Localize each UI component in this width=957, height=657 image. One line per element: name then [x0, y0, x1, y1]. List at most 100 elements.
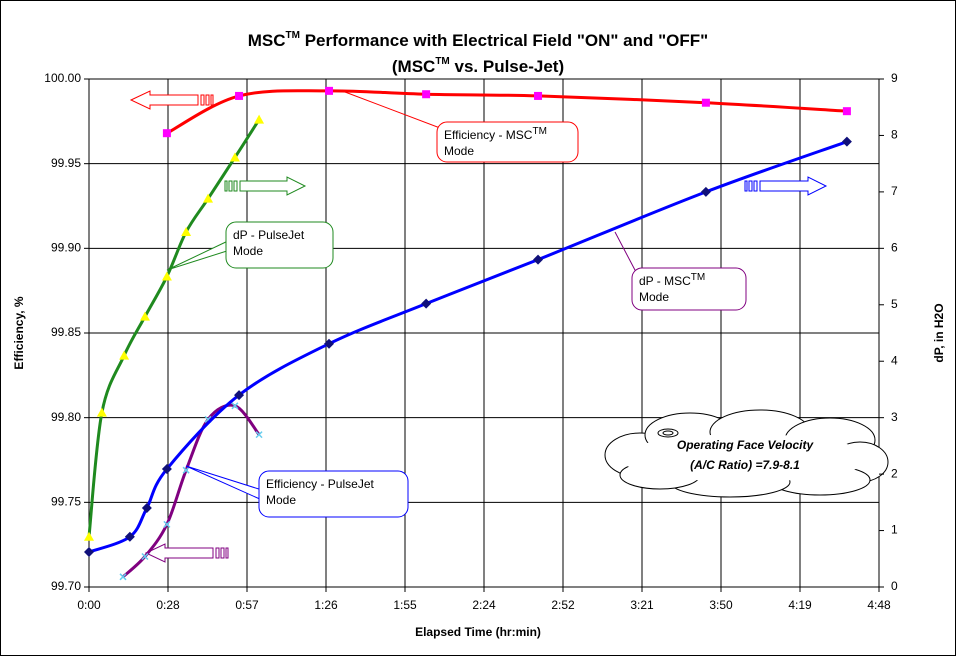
marker — [161, 464, 172, 475]
callout-box — [258, 470, 409, 518]
x-tick-label: 0:00 — [77, 598, 101, 612]
y2-axis-label: dP, in H2O — [932, 303, 946, 362]
cloud — [604, 409, 889, 498]
marker — [842, 107, 851, 116]
x-tick-label: 1:26 — [314, 598, 338, 612]
series-layer — [84, 86, 852, 581]
callout-sup: TM — [691, 272, 705, 283]
marker — [203, 193, 214, 203]
marker — [534, 91, 543, 100]
callout-box — [631, 267, 747, 311]
y-tick-label: 99.85 — [51, 325, 81, 339]
callout-box — [436, 121, 579, 163]
axis-arrow — [144, 543, 229, 563]
callout-text: Mode — [266, 493, 296, 507]
y-tick-label: 99.75 — [51, 495, 81, 509]
marker — [422, 90, 431, 99]
y2-tick-label: 6 — [891, 241, 898, 255]
marker — [701, 98, 710, 107]
callout-text: dP - MSCTM — [639, 272, 705, 289]
y2-tick-label: 1 — [891, 523, 898, 537]
callout-text: dP - PulseJet — [233, 228, 305, 242]
marker — [161, 271, 172, 281]
y2-tick-label: 5 — [891, 297, 898, 311]
y-tick-label: 99.80 — [51, 410, 81, 424]
callout-line: dP - MSC — [639, 274, 691, 288]
x-tick-label: 3:50 — [709, 598, 733, 612]
callout-sup: TM — [532, 126, 546, 137]
x-tick-label: 4:48 — [867, 598, 891, 612]
marker — [141, 502, 152, 513]
callout-line: dP - PulseJet — [233, 228, 305, 242]
marker — [533, 254, 544, 265]
marker — [700, 186, 711, 197]
marker — [234, 390, 245, 401]
x-tick-label: 3:21 — [630, 598, 654, 612]
callout-line: Efficiency - PulseJet — [266, 477, 374, 491]
marker — [119, 573, 127, 581]
y-tick-label: 99.70 — [51, 579, 81, 593]
subtitle-text: (MSC — [392, 57, 435, 76]
callout-leader — [614, 231, 637, 273]
x-tick-label: 0:28 — [156, 598, 180, 612]
y2-tick-label: 2 — [891, 466, 898, 480]
marker — [254, 114, 265, 124]
marker — [235, 91, 244, 100]
y2-tick-label: 9 — [891, 71, 898, 85]
marker — [96, 407, 107, 417]
chart-subtitle: (MSCTM vs. Pulse-Jet) — [392, 56, 564, 77]
marker — [119, 350, 130, 360]
marker — [181, 226, 192, 236]
title-text: MSC — [248, 31, 286, 50]
note-text: (A/C Ratio) =7.9-8.1 — [690, 458, 800, 472]
marker — [229, 152, 240, 162]
y2-tick-label: 4 — [891, 353, 898, 367]
axis-arrow — [224, 176, 307, 196]
marker — [163, 520, 171, 528]
x-tick-label: 2:52 — [551, 598, 575, 612]
title-sup: TM — [286, 30, 300, 41]
y2-tick-label: 3 — [891, 410, 898, 424]
x-tick-label: 2:24 — [472, 598, 496, 612]
callout-box — [225, 221, 334, 269]
title-rest: Performance with Electrical Field "ON" a… — [300, 31, 708, 50]
marker — [139, 311, 150, 321]
marker — [124, 531, 135, 542]
y-axis-label: Efficiency, % — [12, 296, 26, 369]
subtitle-sup: TM — [435, 56, 449, 67]
marker — [325, 86, 334, 95]
y-tick-label: 100.00 — [44, 71, 81, 85]
marker — [84, 547, 94, 558]
axis-arrow — [129, 90, 214, 110]
marker — [162, 129, 171, 138]
axis-arrow — [744, 176, 828, 196]
marker — [324, 338, 335, 349]
marker — [841, 136, 852, 147]
y-tick-label: 99.90 — [51, 241, 81, 255]
marker — [84, 531, 94, 541]
x-tick-label: 1:55 — [393, 598, 417, 612]
chart-title: MSCTM Performance with Electrical Field … — [248, 30, 708, 51]
y2-tick-label: 7 — [891, 184, 898, 198]
callout-text: Mode — [233, 244, 263, 258]
callout-leader — [344, 91, 441, 129]
marker — [255, 431, 263, 439]
callout-text: Mode — [639, 290, 669, 304]
callout-line: Efficiency - MSC — [444, 128, 533, 142]
x-tick-label: 4:19 — [788, 598, 812, 612]
callout-text: Efficiency - MSCTM — [444, 126, 547, 143]
callout-text: Mode — [444, 144, 474, 158]
y2-tick-label: 0 — [891, 579, 898, 593]
marker — [231, 402, 239, 410]
subtitle-rest: vs. Pulse-Jet) — [450, 57, 564, 76]
y-tick-label: 99.95 — [51, 156, 81, 170]
x-tick-label: 0:57 — [235, 598, 259, 612]
marker — [421, 298, 432, 309]
note-text: Operating Face Velocity — [677, 438, 815, 452]
marker — [182, 466, 190, 474]
x-axis-label: Elapsed Time (hr:min) — [415, 625, 541, 639]
marker — [141, 552, 149, 561]
y2-tick-label: 8 — [891, 128, 898, 142]
